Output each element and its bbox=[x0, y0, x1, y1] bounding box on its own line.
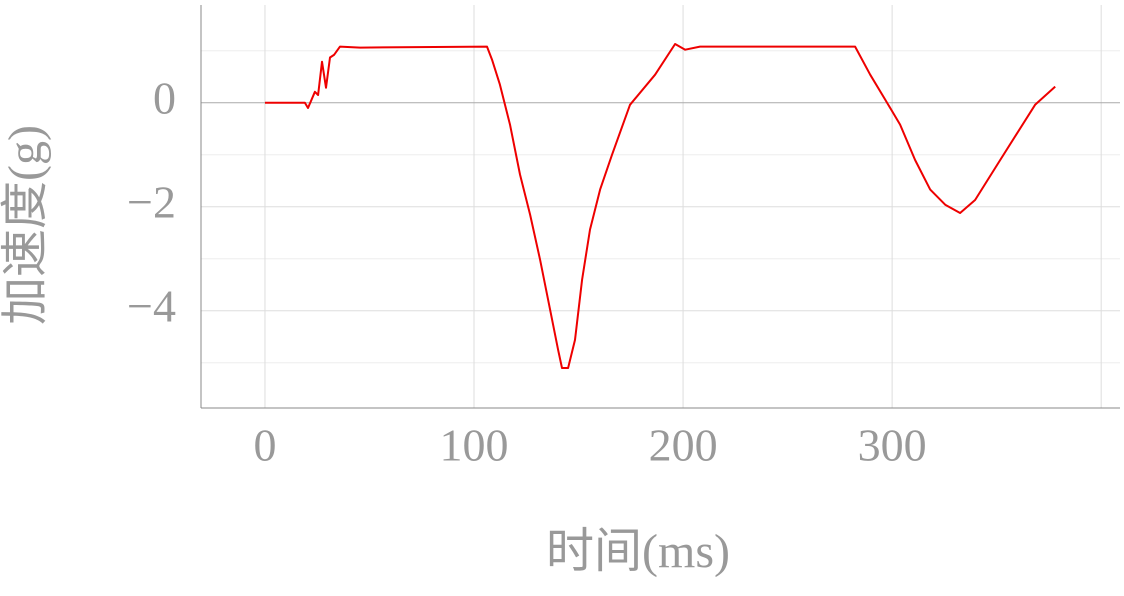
data-line bbox=[265, 43, 1056, 369]
x-tick-label: 100 bbox=[440, 420, 509, 471]
x-tick-label: 300 bbox=[858, 420, 927, 471]
x-axis-label: 时间(ms) bbox=[546, 525, 730, 578]
y-tick-label: −2 bbox=[127, 176, 176, 227]
y-tick-label: 0 bbox=[153, 72, 176, 123]
x-tick-label: 0 bbox=[253, 420, 276, 471]
y-axis-label: 加速度(g) bbox=[0, 125, 52, 325]
x-tick-label: 200 bbox=[649, 420, 718, 471]
y-tick-label: −4 bbox=[127, 280, 176, 331]
